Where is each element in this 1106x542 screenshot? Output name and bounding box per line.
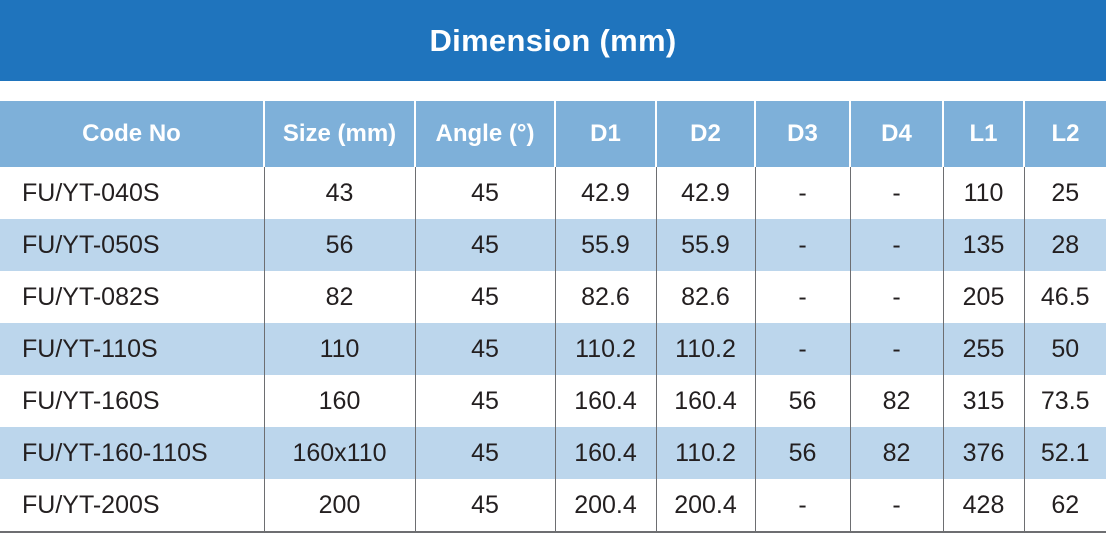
cell-d4: - bbox=[849, 479, 943, 533]
header-code-no: Code No bbox=[0, 101, 264, 167]
cell-code-no: FU/YT-050S bbox=[0, 219, 264, 271]
header-d3: D3 bbox=[754, 101, 850, 167]
cell-angle: 45 bbox=[414, 479, 555, 533]
cell-d1: 160.4 bbox=[554, 375, 656, 427]
cell-d3: - bbox=[754, 271, 850, 323]
header-d2: D2 bbox=[655, 101, 755, 167]
cell-d3: - bbox=[754, 323, 850, 375]
cell-l2: 50 bbox=[1023, 323, 1106, 375]
cell-l2: 62 bbox=[1023, 479, 1106, 533]
cell-d4: 82 bbox=[849, 375, 943, 427]
cell-angle: 45 bbox=[414, 427, 555, 479]
cell-angle: 45 bbox=[414, 323, 555, 375]
cell-l2: 28 bbox=[1023, 219, 1106, 271]
cell-d3: 56 bbox=[754, 427, 850, 479]
cell-l1: 135 bbox=[942, 219, 1024, 271]
cell-d2: 110.2 bbox=[655, 427, 755, 479]
cell-d3: - bbox=[754, 479, 850, 533]
cell-size: 200 bbox=[263, 479, 415, 533]
cell-d1: 82.6 bbox=[554, 271, 656, 323]
cell-l1: 376 bbox=[942, 427, 1024, 479]
cell-l2: 52.1 bbox=[1023, 427, 1106, 479]
table-row: FU/YT-050S 56 45 55.9 55.9 - - 135 28 bbox=[0, 219, 1106, 271]
cell-d1: 200.4 bbox=[554, 479, 656, 533]
cell-size: 160x110 bbox=[263, 427, 415, 479]
cell-d1: 110.2 bbox=[554, 323, 656, 375]
cell-code-no: FU/YT-200S bbox=[0, 479, 264, 533]
table-row: FU/YT-160S 160 45 160.4 160.4 56 82 315 … bbox=[0, 375, 1106, 427]
table-row: FU/YT-040S 43 45 42.9 42.9 - - 110 25 bbox=[0, 167, 1106, 219]
cell-d2: 42.9 bbox=[655, 167, 755, 219]
cell-code-no: FU/YT-082S bbox=[0, 271, 264, 323]
cell-d3: - bbox=[754, 167, 850, 219]
cell-code-no: FU/YT-040S bbox=[0, 167, 264, 219]
cell-d4: - bbox=[849, 167, 943, 219]
cell-d1: 55.9 bbox=[554, 219, 656, 271]
cell-size: 43 bbox=[263, 167, 415, 219]
cell-d2: 160.4 bbox=[655, 375, 755, 427]
header-d1: D1 bbox=[554, 101, 656, 167]
cell-code-no: FU/YT-110S bbox=[0, 323, 264, 375]
cell-angle: 45 bbox=[414, 167, 555, 219]
cell-angle: 45 bbox=[414, 219, 555, 271]
cell-l1: 110 bbox=[942, 167, 1024, 219]
cell-l1: 428 bbox=[942, 479, 1024, 533]
cell-d2: 55.9 bbox=[655, 219, 755, 271]
table-row: FU/YT-082S 82 45 82.6 82.6 - - 205 46.5 bbox=[0, 271, 1106, 323]
cell-l1: 315 bbox=[942, 375, 1024, 427]
cell-d4: - bbox=[849, 271, 943, 323]
cell-d2: 200.4 bbox=[655, 479, 755, 533]
cell-l2: 73.5 bbox=[1023, 375, 1106, 427]
header-row: Code No Size (mm) Angle (°) D1 D2 D3 D4 … bbox=[0, 101, 1106, 167]
cell-d4: - bbox=[849, 323, 943, 375]
cell-angle: 45 bbox=[414, 271, 555, 323]
cell-d1: 42.9 bbox=[554, 167, 656, 219]
cell-d1: 160.4 bbox=[554, 427, 656, 479]
dimension-table: Code No Size (mm) Angle (°) D1 D2 D3 D4 … bbox=[0, 101, 1106, 533]
cell-l2: 46.5 bbox=[1023, 271, 1106, 323]
table-title: Dimension (mm) bbox=[0, 0, 1106, 81]
cell-size: 160 bbox=[263, 375, 415, 427]
cell-d2: 82.6 bbox=[655, 271, 755, 323]
cell-code-no: FU/YT-160S bbox=[0, 375, 264, 427]
cell-l1: 255 bbox=[942, 323, 1024, 375]
header-l2: L2 bbox=[1023, 101, 1106, 167]
cell-d4: - bbox=[849, 219, 943, 271]
header-l1: L1 bbox=[942, 101, 1024, 167]
cell-l2: 25 bbox=[1023, 167, 1106, 219]
header-d4: D4 bbox=[849, 101, 943, 167]
cell-l1: 205 bbox=[942, 271, 1024, 323]
cell-d4: 82 bbox=[849, 427, 943, 479]
cell-size: 82 bbox=[263, 271, 415, 323]
table-row: FU/YT-200S 200 45 200.4 200.4 - - 428 62 bbox=[0, 479, 1106, 533]
cell-size: 56 bbox=[263, 219, 415, 271]
cell-d2: 110.2 bbox=[655, 323, 755, 375]
header-angle: Angle (°) bbox=[414, 101, 555, 167]
cell-d3: - bbox=[754, 219, 850, 271]
cell-d3: 56 bbox=[754, 375, 850, 427]
table-row: FU/YT-110S 110 45 110.2 110.2 - - 255 50 bbox=[0, 323, 1106, 375]
header-size: Size (mm) bbox=[263, 101, 415, 167]
cell-size: 110 bbox=[263, 323, 415, 375]
cell-angle: 45 bbox=[414, 375, 555, 427]
cell-code-no: FU/YT-160-110S bbox=[0, 427, 264, 479]
table-row: FU/YT-160-110S 160x110 45 160.4 110.2 56… bbox=[0, 427, 1106, 479]
